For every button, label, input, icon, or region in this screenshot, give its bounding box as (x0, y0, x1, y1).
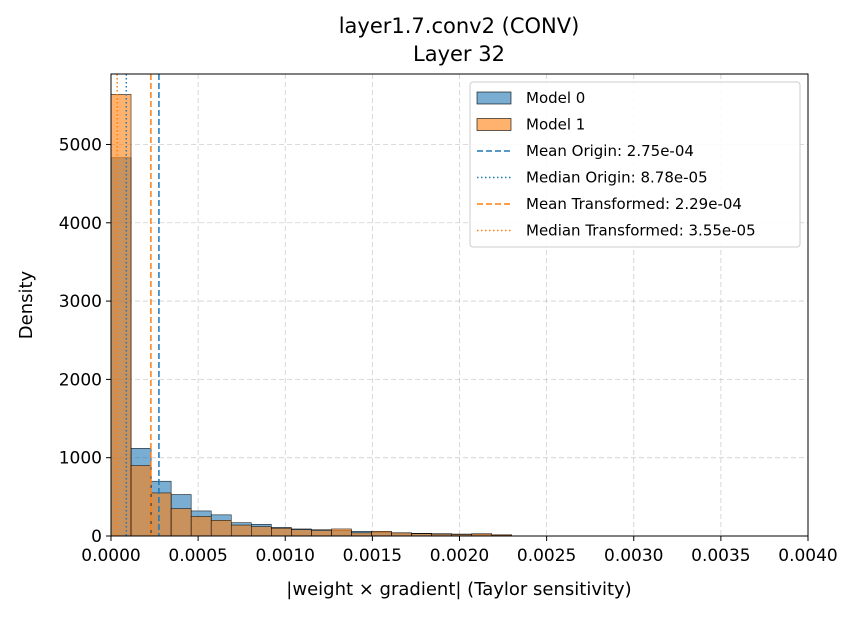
x-tick-label: 0.0020 (430, 546, 489, 566)
x-tick-label: 0.0005 (168, 546, 227, 566)
chart-title: layer1.7.conv2 (CONV) (339, 14, 580, 38)
bar-model-1 (130, 465, 152, 537)
histogram-bars (110, 94, 513, 537)
x-tick-label: 0.0030 (604, 546, 663, 566)
bar-model-1 (271, 527, 292, 537)
y-tick-label: 2000 (59, 370, 102, 390)
legend: Model 0 Model 1 Mean Origin: 2.75e-04 Media… (469, 81, 801, 248)
bar-model-1 (210, 520, 232, 537)
bar-model-1 (251, 526, 272, 537)
reference-lines (116, 74, 160, 536)
y-tick-label: 4000 (59, 214, 102, 234)
x-tick-label: 0.0040 (778, 546, 837, 566)
bar-model-1 (291, 529, 312, 537)
legend-label: Model 0 (526, 89, 585, 107)
x-tick-label: 0.0015 (343, 546, 402, 566)
legend-swatch (476, 91, 512, 105)
y-tick-label: 5000 (59, 135, 102, 155)
x-tick-label: 0.0000 (81, 546, 140, 566)
legend-label: Median Transformed: 3.55e-05 (526, 222, 756, 240)
bar-model-1 (150, 492, 172, 537)
legend-label: Median Origin: 8.78e-05 (526, 169, 708, 187)
x-tick-label: 0.0025 (517, 546, 576, 566)
bar-model-1 (170, 508, 192, 537)
x-tick-label: 0.0035 (691, 546, 750, 566)
x-tick-label: 0.0010 (256, 546, 315, 566)
legend-label: Model 1 (526, 116, 585, 134)
legend-box (469, 81, 801, 248)
bar-model-1 (311, 530, 332, 537)
y-tick-label: 3000 (59, 292, 102, 312)
x-axis-label: |weight × gradient| (Taylor sensitivity) (286, 579, 631, 600)
y-tick-label: 1000 (59, 449, 102, 469)
bar-model-1 (371, 531, 392, 537)
chart-subtitle: Layer 32 (413, 42, 505, 66)
legend-swatch (476, 118, 512, 131)
bar-model-1 (230, 524, 252, 537)
bar-model-1 (331, 528, 352, 537)
legend-label: Mean Origin: 2.75e-04 (526, 142, 694, 160)
bar-model-1 (190, 516, 212, 537)
legend-label: Mean Transformed: 2.29e-04 (526, 195, 742, 213)
bar-model-1 (110, 94, 132, 537)
y-axis-label: Density (16, 270, 37, 339)
y-axis-ticks: 0 1000 2000 3000 4000 5000 (59, 135, 111, 547)
y-tick-label: 0 (91, 527, 102, 547)
x-axis-ticks: 0.0000 0.0005 0.0010 0.0015 0.0020 0.0025 0.00… (81, 536, 838, 566)
